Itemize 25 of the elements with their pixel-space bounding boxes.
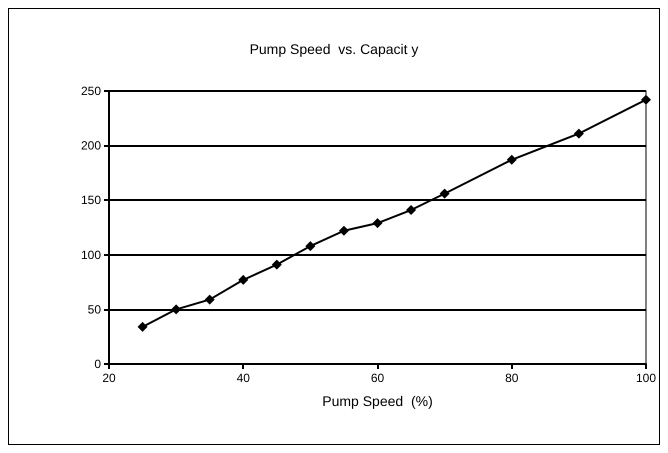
point	[138, 322, 148, 332]
point	[640, 94, 651, 105]
y-tick-label: 0	[94, 357, 102, 371]
point	[372, 218, 382, 228]
point	[574, 128, 584, 139]
x-axis-title: Pump Speed (%)	[322, 393, 433, 409]
x-tick-label: 80	[505, 371, 519, 385]
y-tick-label: 50	[88, 302, 102, 316]
point	[238, 274, 248, 285]
y-tick-label: 250	[80, 84, 102, 98]
y-tick-label: 100	[80, 248, 102, 262]
point	[204, 294, 215, 305]
point	[338, 226, 349, 236]
point	[272, 260, 282, 270]
x-tick-label: 20	[102, 371, 116, 385]
x-tick-label: 60	[370, 371, 384, 385]
point	[305, 241, 316, 252]
point	[506, 154, 517, 165]
point	[440, 188, 450, 199]
x-tick-label: 100	[636, 371, 656, 385]
point	[406, 205, 416, 216]
x-tick-label: 40	[236, 371, 250, 385]
y-tick-label: 200	[80, 138, 102, 153]
chart-title: Pump Speed vs. Capacit y	[250, 41, 418, 57]
y-tick-label: 150	[80, 193, 102, 208]
